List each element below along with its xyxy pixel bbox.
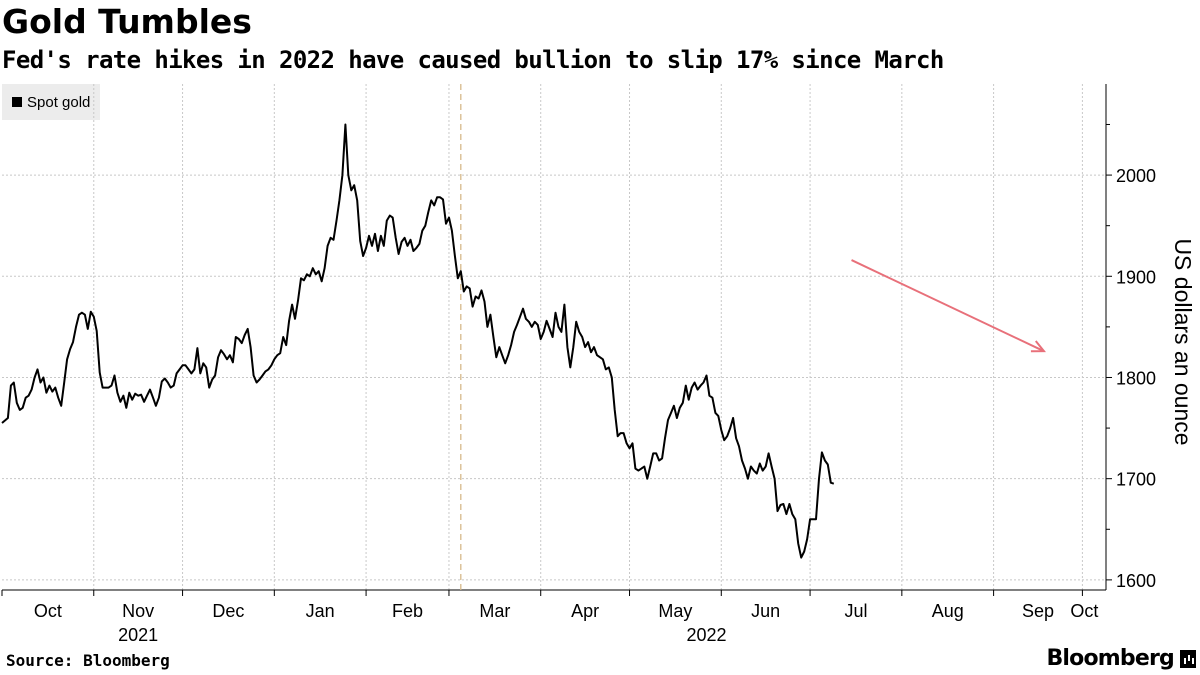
- x-tick-label-jun-8: Jun: [751, 601, 780, 621]
- year-label-2021: 2021: [118, 625, 158, 645]
- x-tick-label-feb-4: Feb: [392, 601, 423, 621]
- brand-logo: Bloomberg: [1046, 646, 1196, 671]
- year-label-2022: 2022: [686, 625, 726, 645]
- bloomberg-chart-icon: [1180, 649, 1196, 668]
- trend-arrow-head: [1030, 340, 1046, 353]
- trend-arrow-line: [851, 259, 1045, 353]
- legend: Spot gold: [2, 84, 101, 120]
- x-tick-label-mar-5: Mar: [479, 601, 510, 621]
- x-tick-label-oct-0: Oct: [34, 601, 62, 621]
- series-line-spot-gold: [1, 123, 835, 559]
- x-tick-label-may-7: May: [658, 601, 692, 621]
- x-tick-label-apr-6: Apr: [571, 601, 599, 621]
- x-tick-label-jul-9: Jul: [844, 601, 867, 621]
- y-tick-label-2000: 2000: [1116, 166, 1156, 186]
- x-tick-label-jan-3: Jan: [306, 601, 335, 621]
- y-tick-label-1800: 1800: [1116, 368, 1156, 388]
- y-tick-label-1900: 1900: [1116, 267, 1156, 287]
- y-axis-title: US dollars an ounce: [1170, 238, 1196, 445]
- y-tick-label-1700: 1700: [1116, 470, 1156, 490]
- x-tick-label-dec-2: Dec: [212, 601, 244, 621]
- brand-name: Bloomberg: [1046, 646, 1174, 671]
- x-tick-label-nov-1: Nov: [122, 601, 154, 621]
- chart-title: Gold Tumbles: [2, 2, 252, 41]
- legend-swatch: [12, 97, 22, 107]
- y-tick-label-1600: 1600: [1116, 571, 1156, 591]
- x-tick-label-aug-10: Aug: [932, 601, 964, 621]
- legend-label-spot-gold: Spot gold: [27, 93, 91, 111]
- x-tick-label-sep-11: Sep: [1022, 601, 1054, 621]
- x-tick-label-oct-12: Oct: [1070, 601, 1098, 621]
- source-note: Source: Bloomberg: [6, 651, 170, 670]
- chart-subtitle: Fed's rate hikes in 2022 have caused bul…: [2, 46, 944, 74]
